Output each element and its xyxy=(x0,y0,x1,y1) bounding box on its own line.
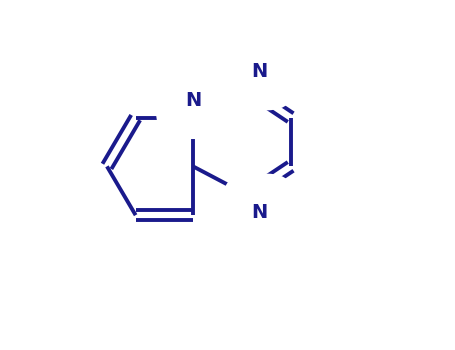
Text: N: N xyxy=(251,203,267,222)
Text: N: N xyxy=(251,62,267,81)
Text: N: N xyxy=(185,91,201,110)
